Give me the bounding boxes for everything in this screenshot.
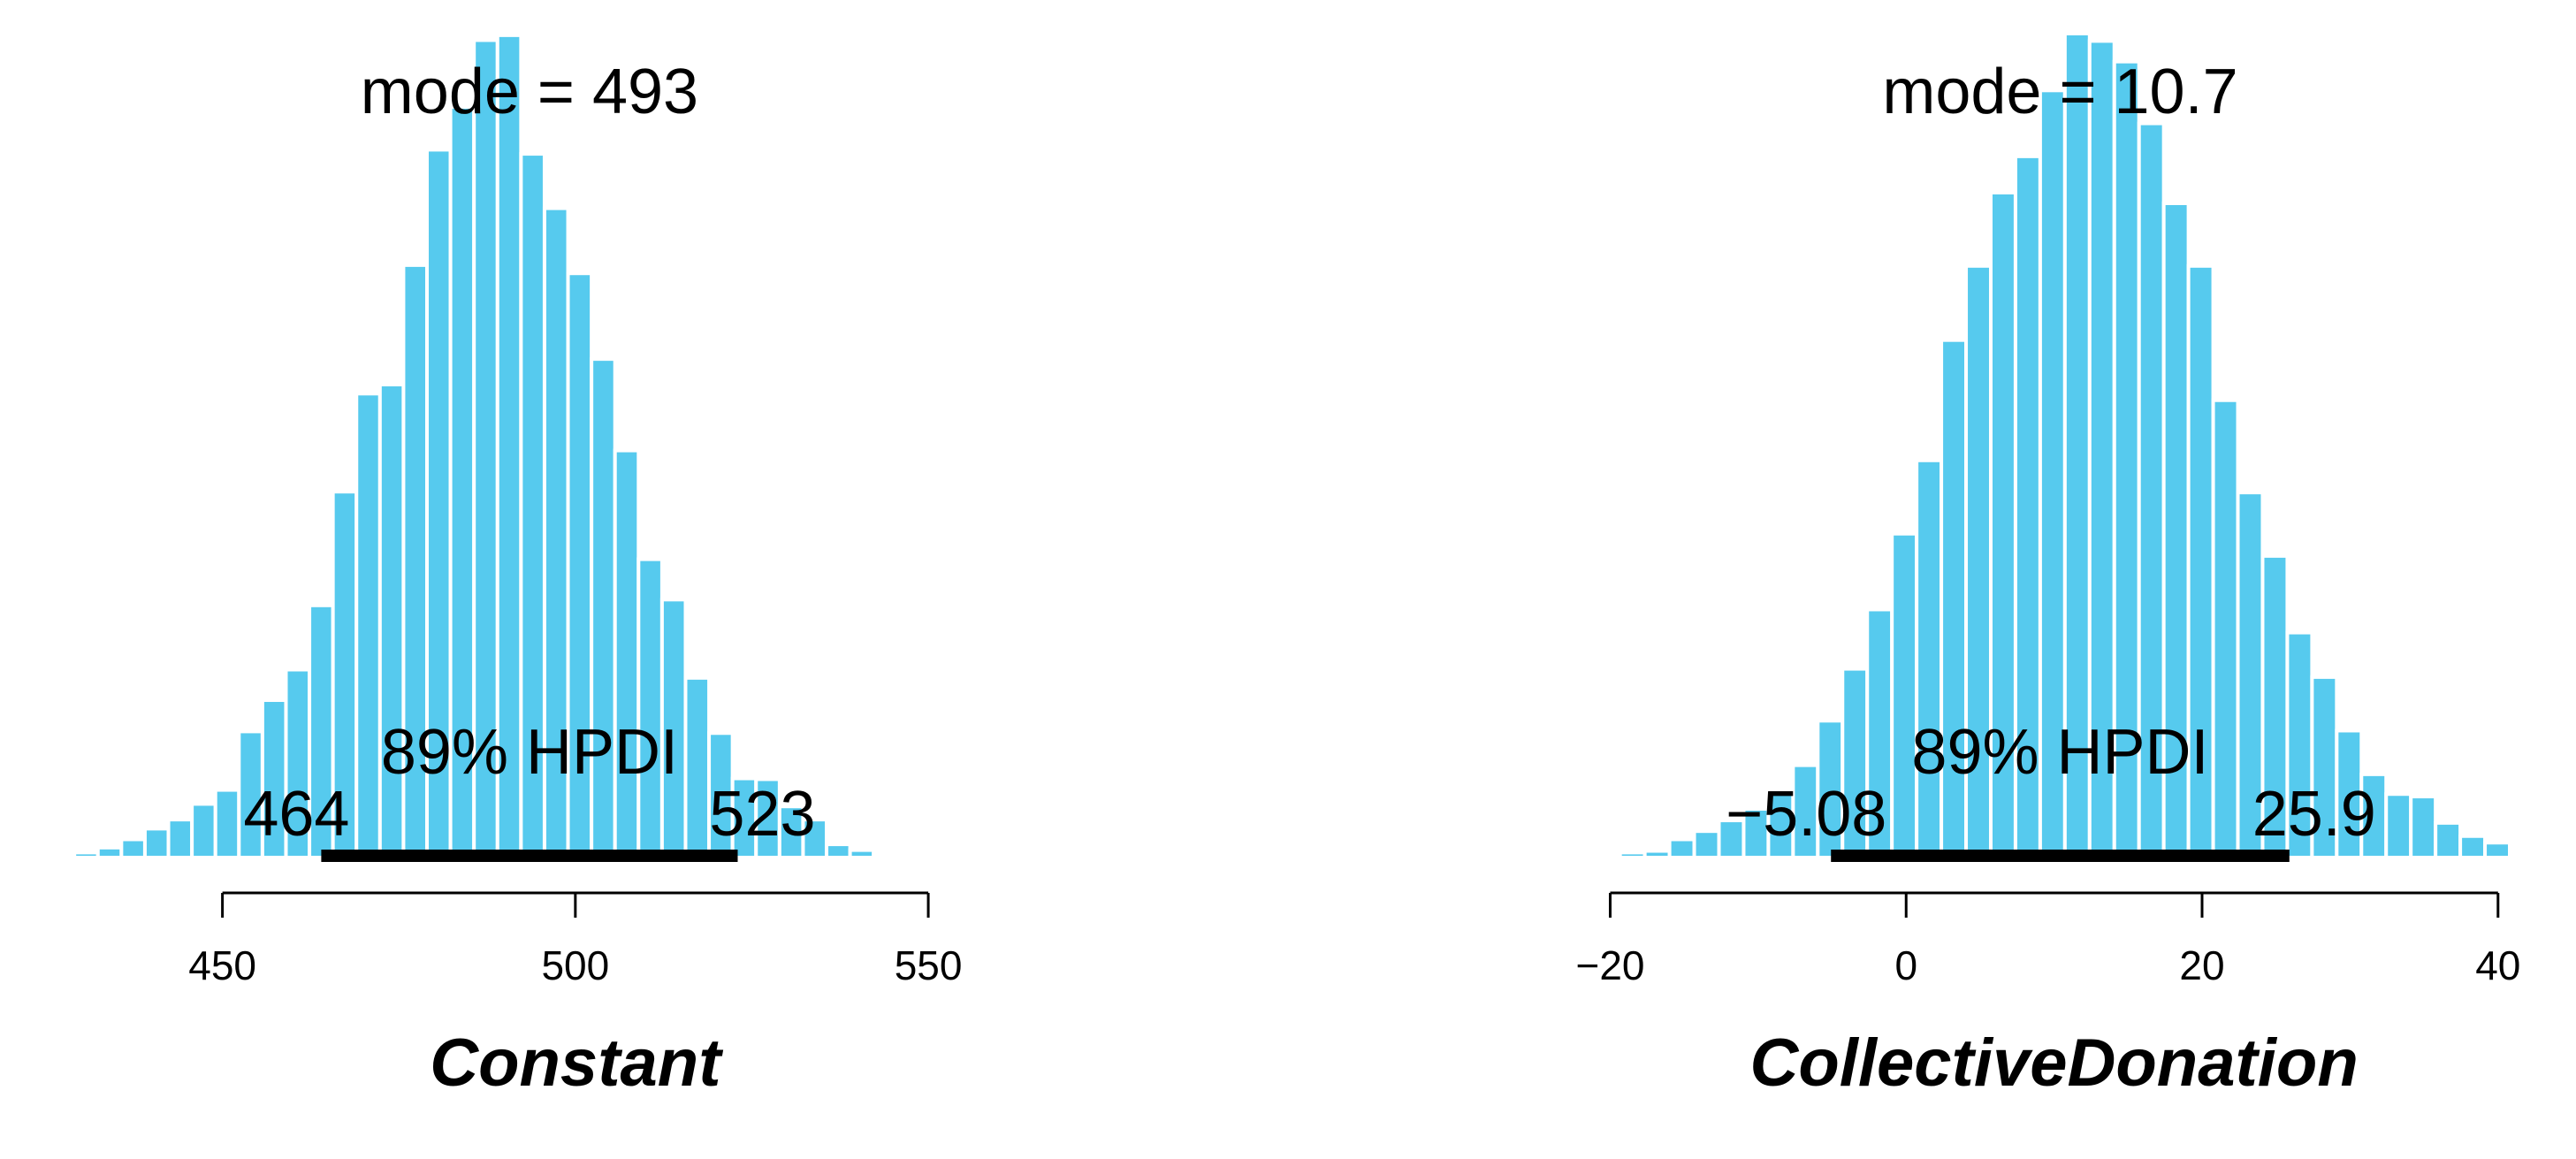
- histogram-bar: [613, 448, 641, 859]
- histogram-bar: [683, 675, 712, 859]
- histogram-bar: [2508, 852, 2536, 859]
- histogram-bar: [542, 206, 570, 860]
- x-tick-label: 450: [188, 942, 256, 988]
- histogram-bar: [2409, 795, 2438, 859]
- histogram-bar: [2161, 201, 2191, 859]
- histogram-bar: [1766, 791, 1795, 860]
- histogram-bar: [2211, 398, 2240, 859]
- histogram-bar: [166, 818, 194, 859]
- x-axis-constant: 450 500 550: [188, 891, 963, 988]
- histogram-bar: [354, 392, 382, 859]
- histogram-bar: [1988, 190, 2017, 860]
- histogram-bar: [590, 357, 617, 859]
- histogram-bar: [1915, 458, 1944, 859]
- histogram-bar: [1890, 531, 1919, 859]
- histogram-bar: [2112, 59, 2141, 860]
- histogram-bar: [566, 271, 594, 860]
- x-tick-label: 0: [1894, 942, 1917, 988]
- histogram-bar: [213, 788, 241, 859]
- hpdi-label-collective-donation: 89% HPDI: [1911, 717, 2208, 788]
- histogram-bar: [2532, 852, 2561, 859]
- histogram-bar: [2236, 491, 2265, 860]
- histogram-bar: [2310, 675, 2339, 860]
- histogram-bar: [754, 777, 781, 860]
- histogram-bar: [448, 104, 476, 859]
- mode-label-collective-donation: mode = 10.7: [1882, 57, 2237, 127]
- hpdi-low-label-constant: 464: [243, 779, 349, 850]
- panel-constant: mode = 493 89% HPDI 464 523 450 500 550 Co…: [49, 33, 963, 1101]
- histogram-bar: [260, 698, 288, 859]
- x-axis-title-constant: Constant: [430, 1026, 723, 1101]
- histogram-bar: [2458, 834, 2488, 860]
- histogram-bar: [825, 843, 852, 860]
- histogram-bars-constant: [49, 33, 899, 860]
- x-tick-label: −20: [1575, 942, 1644, 988]
- x-axis-collective-donation: −20 0 20 40: [1575, 891, 2520, 988]
- histogram-bar: [190, 802, 217, 859]
- histogram-bar: [1593, 852, 1622, 859]
- x-tick-label: 20: [2179, 942, 2224, 988]
- histogram-bar: [119, 837, 147, 859]
- histogram-bar: [2384, 792, 2413, 860]
- histogram-bar: [49, 852, 77, 859]
- histogram-bar: [1618, 850, 1647, 860]
- histogram-bar: [872, 852, 899, 859]
- histogram-bar: [801, 818, 829, 859]
- histogram-bar: [707, 731, 735, 859]
- x-tick-label: 500: [541, 942, 609, 988]
- histogram-bar: [848, 848, 876, 859]
- histogram-bar: [72, 850, 100, 860]
- x-tick-label: 550: [895, 942, 963, 988]
- histogram-bar: [636, 557, 664, 860]
- histogram-bar: [1642, 849, 1672, 860]
- hpdi-label-constant: 89% HPDI: [381, 717, 678, 788]
- histogram-bar: [519, 152, 546, 859]
- histogram-bar: [142, 827, 171, 860]
- histogram-bar: [95, 845, 124, 859]
- mode-label-constant: mode = 493: [361, 57, 698, 127]
- histogram-bar: [308, 603, 335, 859]
- histogram-bar: [1940, 338, 1969, 860]
- histogram-bar: [2483, 841, 2512, 859]
- histogram-bar: [2434, 820, 2463, 860]
- hpdi-high-label-collective-donation: 25.9: [2252, 779, 2376, 850]
- histogram-bar: [1692, 829, 1721, 860]
- histogram-bar: [2557, 853, 2576, 859]
- hpdi-high-label-constant: 523: [709, 779, 815, 850]
- histogram-bar: [1667, 837, 1696, 859]
- x-axis-title-collective-donation: CollectiveDonation: [1749, 1026, 2358, 1101]
- hpdi-low-label-collective-donation: −5.08: [1726, 779, 1886, 850]
- histogram-bars-collective-donation: [1593, 32, 2576, 860]
- x-tick-label: 40: [2475, 942, 2520, 988]
- panel-collective-donation: mode = 10.7 89% HPDI −5.08 25.9 −20 0 20 40…: [1575, 32, 2576, 1101]
